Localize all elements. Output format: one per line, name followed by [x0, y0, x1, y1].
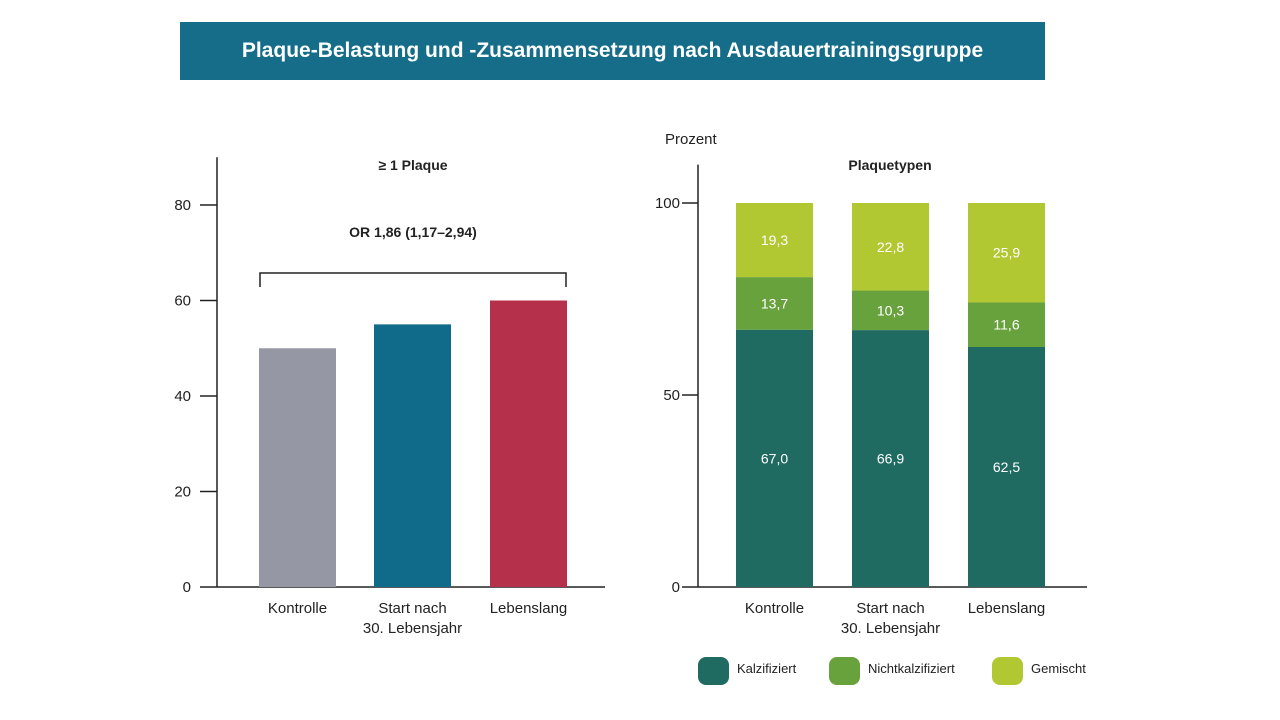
- chart-title: Plaquetypen: [848, 157, 931, 173]
- legend-label: Gemischt: [1031, 661, 1086, 676]
- data-label: 62,5: [993, 459, 1020, 475]
- x-tick-label: Lebenslang: [490, 600, 568, 617]
- legend-label: Nichtkalzifiziert: [868, 661, 955, 676]
- data-label: 25,9: [993, 245, 1020, 261]
- data-label: 13,7: [761, 295, 788, 311]
- y-tick-label: 0: [672, 579, 680, 596]
- data-label: 67,0: [761, 450, 788, 466]
- stacked-segment-nichtkalzifiziert: [852, 290, 929, 331]
- data-label: 22,8: [877, 239, 904, 255]
- y-axis-label: Prozent: [665, 131, 718, 148]
- chart-title: ≥ 1 Plaque: [378, 157, 447, 173]
- stacked-segment-nichtkalzifiziert: [968, 302, 1045, 347]
- stacked-segment-kalzifiziert: [736, 329, 813, 587]
- y-tick-label: 80: [174, 197, 191, 214]
- y-tick-label: 60: [174, 293, 191, 310]
- x-tick-label: 30. Lebensjahr: [363, 620, 462, 637]
- stacked-segment-nichtkalzifiziert: [736, 277, 813, 330]
- stacked-segment-kalzifiziert: [968, 347, 1045, 587]
- y-tick-label: 50: [663, 387, 680, 404]
- legend-swatch: [992, 657, 1023, 685]
- x-tick-label: Kontrolle: [745, 600, 804, 617]
- data-label: 66,9: [877, 451, 904, 467]
- y-tick-label: 40: [174, 388, 191, 405]
- y-tick-label: 100: [655, 195, 680, 212]
- data-label: 19,3: [761, 232, 788, 248]
- data-label: 10,3: [877, 302, 904, 318]
- legend-label: Kalzifiziert: [737, 661, 797, 676]
- bar-2: [374, 324, 451, 587]
- odds-ratio-annotation: OR 1,86 (1,17–2,94): [349, 224, 477, 240]
- significance-bracket: [259, 272, 567, 287]
- bar-3: [490, 300, 567, 587]
- y-tick-label: 20: [174, 484, 191, 501]
- x-tick-label: Start nach: [378, 600, 446, 617]
- stacked-segment-gemischt: [852, 203, 929, 291]
- x-tick-label: Start nach: [856, 600, 924, 617]
- data-label: 11,6: [993, 317, 1019, 333]
- chart-title-banner: Plaque-Belastung und -Zusammensetzung na…: [180, 22, 1045, 80]
- legend-swatch: [698, 657, 729, 685]
- stacked-segment-kalzifiziert: [852, 330, 929, 587]
- x-tick-label: 30. Lebensjahr: [841, 620, 940, 637]
- x-tick-label: Lebenslang: [968, 600, 1046, 617]
- x-tick-label: Kontrolle: [268, 600, 327, 617]
- stacked-segment-gemischt: [968, 203, 1045, 303]
- bar-1: [259, 348, 336, 587]
- stacked-segment-gemischt: [736, 203, 813, 278]
- y-tick-label: 0: [183, 579, 191, 596]
- legend-swatch: [829, 657, 860, 685]
